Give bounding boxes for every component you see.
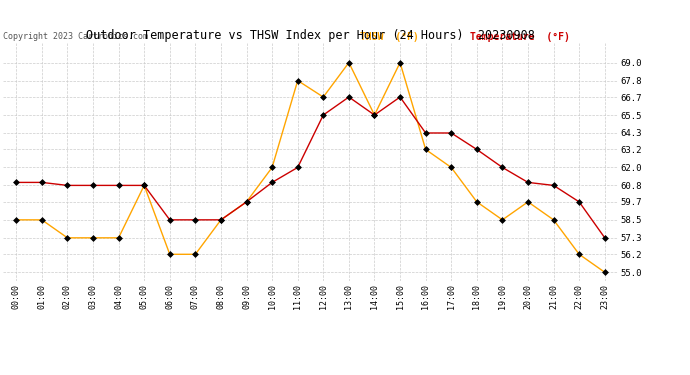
Text: Temperature  (°F): Temperature (°F) xyxy=(470,32,570,42)
Text: THSW  (°F): THSW (°F) xyxy=(359,32,418,42)
Text: Copyright 2023 Cartronics.com: Copyright 2023 Cartronics.com xyxy=(3,32,148,41)
Title: Outdoor Temperature vs THSW Index per Hour (24 Hours)  20230908: Outdoor Temperature vs THSW Index per Ho… xyxy=(86,29,535,42)
